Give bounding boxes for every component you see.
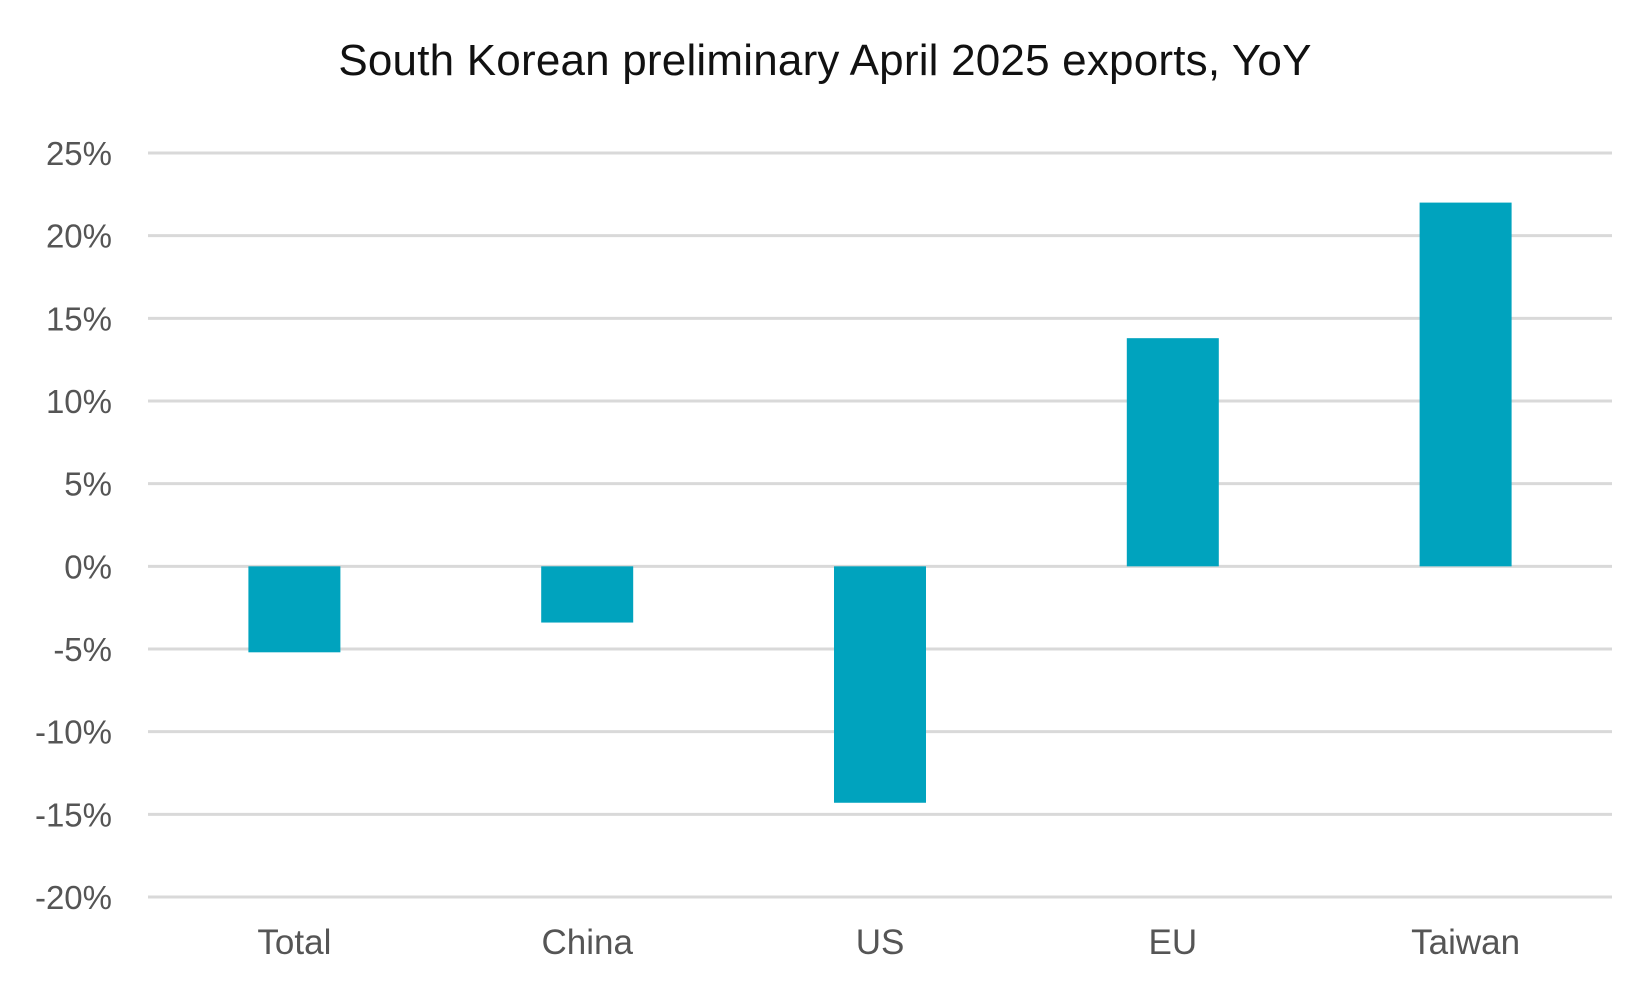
y-tick-label: -10%: [35, 714, 112, 751]
chart-title: South Korean preliminary April 2025 expo…: [338, 36, 1312, 85]
x-category-label: China: [541, 923, 633, 962]
y-tick-label: 10%: [46, 383, 112, 420]
y-tick-label: -20%: [35, 879, 112, 916]
bar-taiwan: [1419, 202, 1512, 567]
x-category-label: Total: [257, 923, 331, 962]
bar-china: [541, 566, 634, 623]
bar-total: [248, 566, 341, 653]
y-tick-label: 0%: [64, 548, 112, 585]
x-axis-categories: Total China US EU Taiwan: [257, 923, 1520, 962]
y-tick-label: 25%: [46, 135, 112, 172]
y-tick-label: 20%: [46, 218, 112, 255]
bar-us: [834, 566, 926, 803]
y-tick-label: 5%: [64, 466, 112, 503]
x-category-label: US: [856, 923, 905, 962]
bars: [248, 202, 1512, 803]
bar-eu: [1126, 338, 1219, 567]
x-category-label: Taiwan: [1411, 923, 1520, 962]
y-tick-label: -5%: [53, 631, 112, 668]
y-axis-ticks: 25% 20% 15% 10% 5% 0% -5% -10% -15% -20%: [35, 135, 112, 916]
x-category-label: EU: [1148, 923, 1197, 962]
y-tick-label: 15%: [46, 300, 112, 337]
y-tick-label: -15%: [35, 796, 112, 833]
